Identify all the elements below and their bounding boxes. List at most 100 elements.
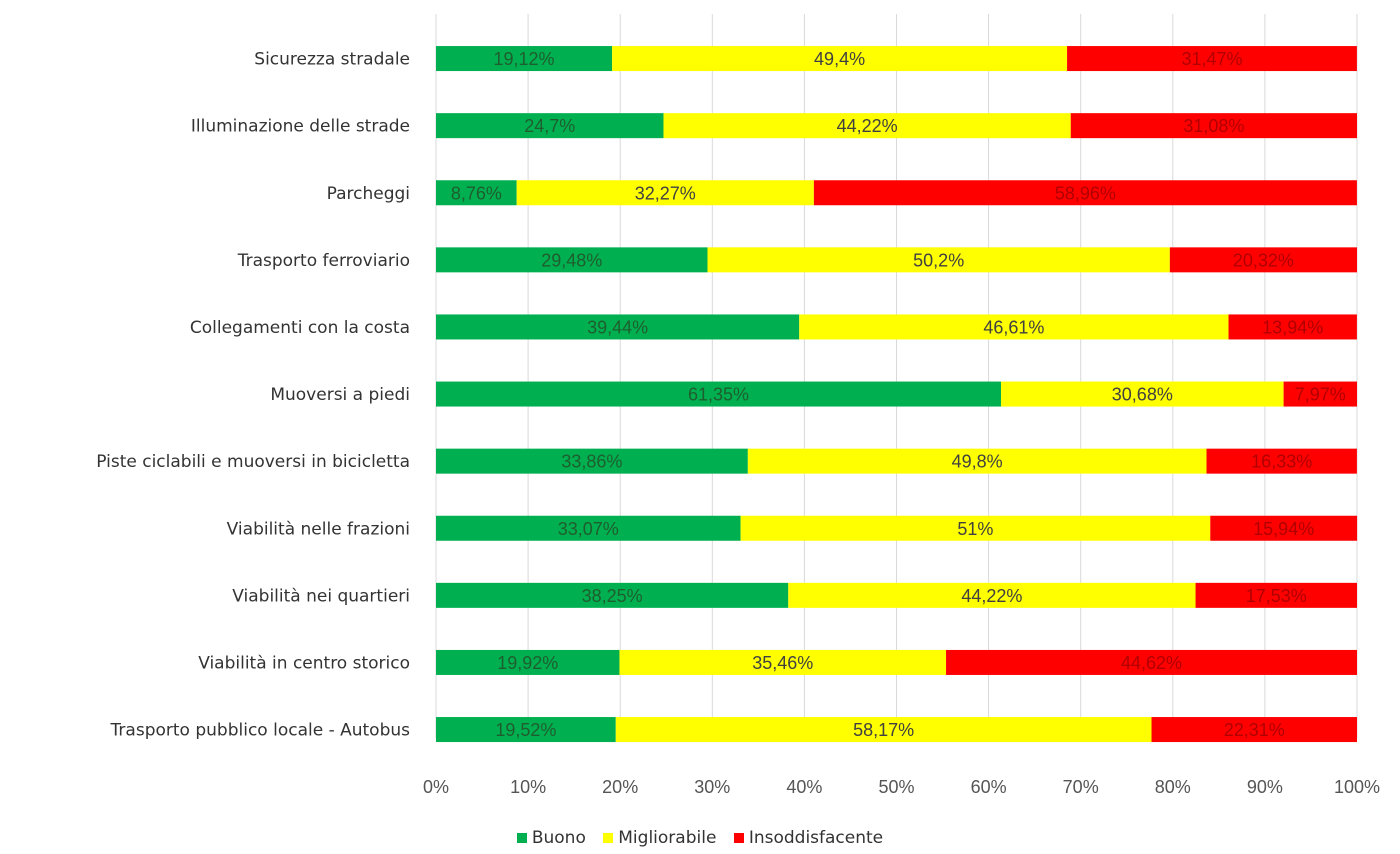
category-labels-group: Sicurezza stradale Illuminazione delle st…: [96, 50, 410, 741]
data-label-buono-0: 19,12%: [494, 49, 555, 69]
data-labels-group: 19,12% 49,4% 31,47% 24,7% 44,22% 31,08% 8,76% 3…: [451, 49, 1346, 740]
bar-insoddisfacente-7: [1210, 515, 1358, 541]
legend-item-migliorabile: Migliorabile: [603, 828, 716, 848]
x-tick-label-4: 40%: [786, 777, 822, 797]
data-label-insoddisfacente-9: 44,62%: [1121, 653, 1182, 673]
bar-migliorabile-4: [799, 314, 1229, 340]
data-label-insoddisfacente-5: 7,97%: [1295, 385, 1346, 405]
legend-label-insoddisfacente: Insoddisfacente: [748, 828, 884, 848]
data-label-insoddisfacente-7: 15,94%: [1253, 519, 1314, 539]
x-tick-label-2: 20%: [602, 777, 638, 797]
bar-buono-2: [436, 180, 517, 206]
legend: Buono Migliorabile Insoddisfacente: [0, 828, 1400, 848]
x-tick-label-10: 100%: [1334, 777, 1380, 797]
category-label-illuminazione-delle-strade: Illuminazione delle strade: [191, 117, 410, 137]
category-label-collegamenti-con-la-costa: Collegamenti con la costa: [190, 318, 410, 338]
data-label-insoddisfacente-8: 17,53%: [1246, 586, 1307, 606]
data-label-migliorabile-10: 58,17%: [853, 720, 914, 740]
x-tick-label-9: 90%: [1247, 777, 1283, 797]
x-tick-label-8: 80%: [1155, 777, 1191, 797]
bar-buono-0: [436, 46, 613, 72]
x-tick-label-1: 10%: [510, 777, 546, 797]
bar-insoddisfacente-5: [1283, 381, 1357, 407]
bars-group: [436, 46, 1358, 743]
data-label-buono-10: 19,52%: [495, 720, 556, 740]
bar-insoddisfacente-9: [946, 649, 1357, 675]
data-label-buono-2: 8,76%: [451, 183, 502, 203]
legend-item-insoddisfacente: Insoddisfacente: [733, 828, 884, 848]
category-label-viabilita-in-centro-storico: Viabilità in centro storico: [198, 653, 410, 673]
data-label-insoddisfacente-10: 22,31%: [1224, 720, 1285, 740]
legend-label-migliorabile: Migliorabile: [618, 828, 717, 848]
bar-insoddisfacente-0: [1067, 46, 1357, 72]
bar-insoddisfacente-10: [1151, 717, 1357, 743]
bar-insoddisfacente-6: [1206, 448, 1357, 474]
data-label-migliorabile-5: 30,68%: [1112, 385, 1173, 405]
data-label-insoddisfacente-6: 16,33%: [1251, 452, 1312, 472]
x-axis-tick-labels: 0% 10% 20% 30% 40% 50% 60% 70% 80% 90% 100%: [423, 777, 1380, 797]
data-label-migliorabile-1: 44,22%: [837, 116, 898, 136]
category-label-parcheggi: Parcheggi: [327, 184, 410, 204]
bar-migliorabile-2: [516, 180, 814, 206]
data-label-migliorabile-0: 49,4%: [814, 49, 865, 69]
bar-migliorabile-5: [1001, 381, 1284, 407]
bar-migliorabile-6: [747, 448, 1207, 474]
bar-migliorabile-0: [612, 46, 1068, 72]
data-label-buono-8: 38,25%: [582, 586, 643, 606]
data-label-insoddisfacente-0: 31,47%: [1181, 49, 1242, 69]
data-label-insoddisfacente-3: 20,32%: [1233, 250, 1294, 270]
data-label-insoddisfacente-2: 58,96%: [1055, 183, 1116, 203]
data-label-migliorabile-8: 44,22%: [961, 586, 1022, 606]
x-tick-label-7: 70%: [1063, 777, 1099, 797]
bar-buono-3: [436, 247, 708, 273]
x-tick-label-3: 30%: [694, 777, 730, 797]
bar-buono-1: [436, 113, 664, 139]
category-label-piste-ciclabili-e-muoversi-in-bicicletta: Piste ciclabili e muoversi in bicicletta: [96, 452, 410, 472]
bar-migliorabile-7: [740, 515, 1211, 541]
bar-migliorabile-10: [615, 717, 1152, 743]
bar-buono-6: [436, 448, 748, 474]
data-label-buono-9: 19,92%: [497, 653, 558, 673]
category-label-trasporto-pubblico-locale-autobus: Trasporto pubblico locale - Autobus: [110, 721, 411, 741]
legend-swatch-buono: [516, 833, 527, 843]
data-label-buono-4: 39,44%: [587, 317, 648, 337]
bar-buono-4: [436, 314, 800, 340]
data-label-migliorabile-9: 35,46%: [752, 653, 813, 673]
data-label-migliorabile-2: 32,27%: [635, 183, 696, 203]
legend-swatch-migliorabile: [603, 833, 614, 843]
data-label-buono-5: 61,35%: [688, 385, 749, 405]
data-label-migliorabile-4: 46,61%: [983, 317, 1044, 337]
data-label-buono-3: 29,48%: [541, 250, 602, 270]
bar-insoddisfacente-3: [1169, 247, 1357, 273]
data-label-migliorabile-7: 51%: [957, 519, 993, 539]
bar-buono-9: [436, 649, 620, 675]
bar-migliorabile-8: [788, 582, 1196, 608]
bar-buono-8: [436, 582, 789, 608]
data-label-migliorabile-6: 49,8%: [952, 452, 1003, 472]
bar-migliorabile-3: [707, 247, 1170, 273]
data-label-insoddisfacente-4: 13,94%: [1262, 317, 1323, 337]
x-tick-label-0: 0%: [423, 777, 449, 797]
bar-insoddisfacente-2: [813, 180, 1357, 206]
bar-migliorabile-1: [663, 113, 1071, 139]
x-tick-label-5: 50%: [878, 777, 914, 797]
legend-swatch-insoddisfacente: [733, 833, 744, 843]
category-label-sicurezza-stradale: Sicurezza stradale: [254, 50, 410, 70]
x-tick-label-6: 60%: [971, 777, 1007, 797]
bar-buono-7: [436, 515, 741, 541]
category-label-trasporto-ferroviario: Trasporto ferroviario: [237, 251, 410, 271]
category-label-viabilita-nelle-frazioni: Viabilità nelle frazioni: [227, 519, 410, 539]
bar-insoddisfacente-8: [1195, 582, 1357, 608]
bar-insoddisfacente-1: [1070, 113, 1357, 139]
category-label-muoversi-a-piedi: Muoversi a piedi: [270, 385, 410, 405]
data-label-buono-7: 33,07%: [558, 519, 619, 539]
data-label-migliorabile-3: 50,2%: [913, 250, 964, 270]
bar-insoddisfacente-4: [1228, 314, 1357, 340]
bar-migliorabile-9: [619, 649, 947, 675]
data-label-buono-6: 33,86%: [561, 452, 622, 472]
bar-buono-5: [436, 381, 1002, 407]
data-label-buono-1: 24,7%: [524, 116, 575, 136]
legend-item-buono: Buono: [516, 828, 586, 848]
bar-buono-10: [436, 717, 616, 743]
